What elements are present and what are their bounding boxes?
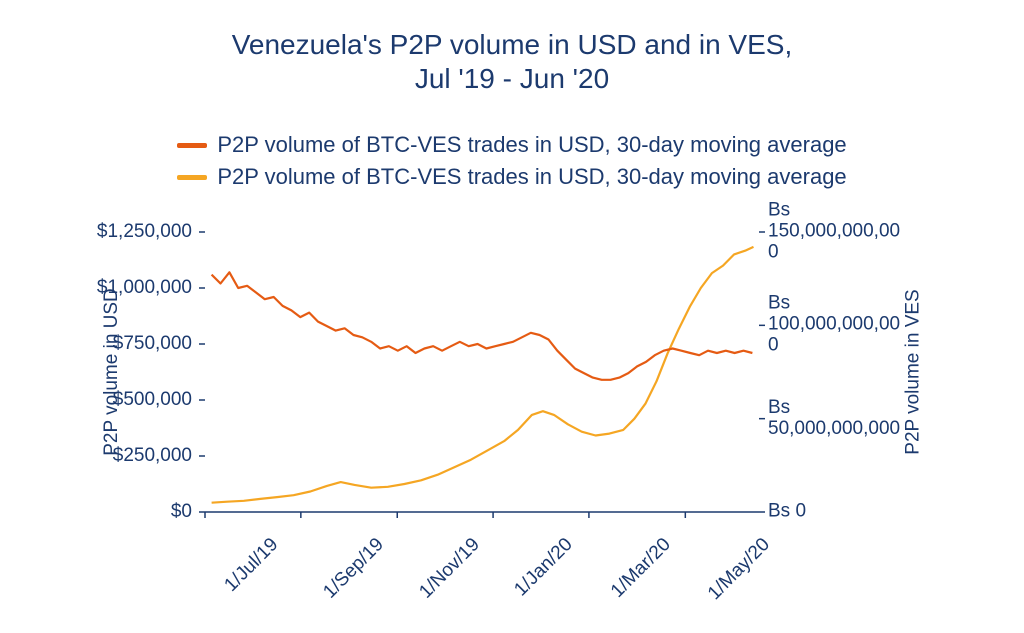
- plot-area: [205, 232, 759, 512]
- y-right-tick: Bs100,000,000,000: [768, 294, 900, 357]
- y-right-tick: Bs150,000,000,000: [768, 201, 900, 264]
- series-usd-line: [212, 272, 753, 380]
- x-tick: 1/Mar/20: [607, 534, 676, 603]
- title-line-1: Venezuela's P2P volume in USD and in VES…: [232, 29, 793, 60]
- x-tick: 1/May/20: [704, 534, 775, 605]
- y-left-tick: $0: [171, 501, 192, 523]
- legend: P2P volume of BTC-VES trades in USD, 30-…: [0, 132, 1024, 196]
- legend-label-2: P2P volume of BTC-VES trades in USD, 30-…: [217, 164, 846, 190]
- chart-title: Venezuela's P2P volume in USD and in VES…: [0, 28, 1024, 95]
- y-left-tick-labels: $0$250,000$500,000$750,000$1,000,000$1,2…: [0, 232, 200, 512]
- legend-swatch-2: [177, 175, 207, 180]
- x-tick: 1/Jul/19: [220, 534, 283, 597]
- y-right-tick: Bs50,000,000,000: [768, 398, 900, 440]
- chart-svg: [205, 232, 759, 512]
- x-tick: 1/Nov/19: [416, 534, 485, 603]
- y-left-tick: $250,000: [113, 445, 192, 467]
- x-tick: 1/Jan/20: [510, 534, 577, 601]
- legend-item-1: P2P volume of BTC-VES trades in USD, 30-…: [0, 132, 1024, 158]
- y-left-tick: $1,000,000: [97, 277, 192, 299]
- chart-container: Venezuela's P2P volume in USD and in VES…: [0, 0, 1024, 633]
- y-left-tick: $1,250,000: [97, 221, 192, 243]
- y-right-tick-labels: Bs 0Bs50,000,000,000Bs100,000,000,000Bs1…: [764, 232, 974, 512]
- legend-label-1: P2P volume of BTC-VES trades in USD, 30-…: [217, 132, 846, 158]
- x-tick: 1/Sep/19: [319, 534, 388, 603]
- y-left-tick: $750,000: [113, 333, 192, 355]
- legend-swatch-1: [177, 143, 207, 148]
- legend-item-2: P2P volume of BTC-VES trades in USD, 30-…: [0, 164, 1024, 190]
- series-ves-line: [212, 247, 754, 503]
- x-tick-labels: 1/Jul/191/Sep/191/Nov/191/Jan/201/Mar/20…: [205, 516, 759, 576]
- title-line-2: Jul '19 - Jun '20: [415, 63, 609, 94]
- y-right-tick: Bs 0: [768, 502, 806, 523]
- y-left-tick: $500,000: [113, 389, 192, 411]
